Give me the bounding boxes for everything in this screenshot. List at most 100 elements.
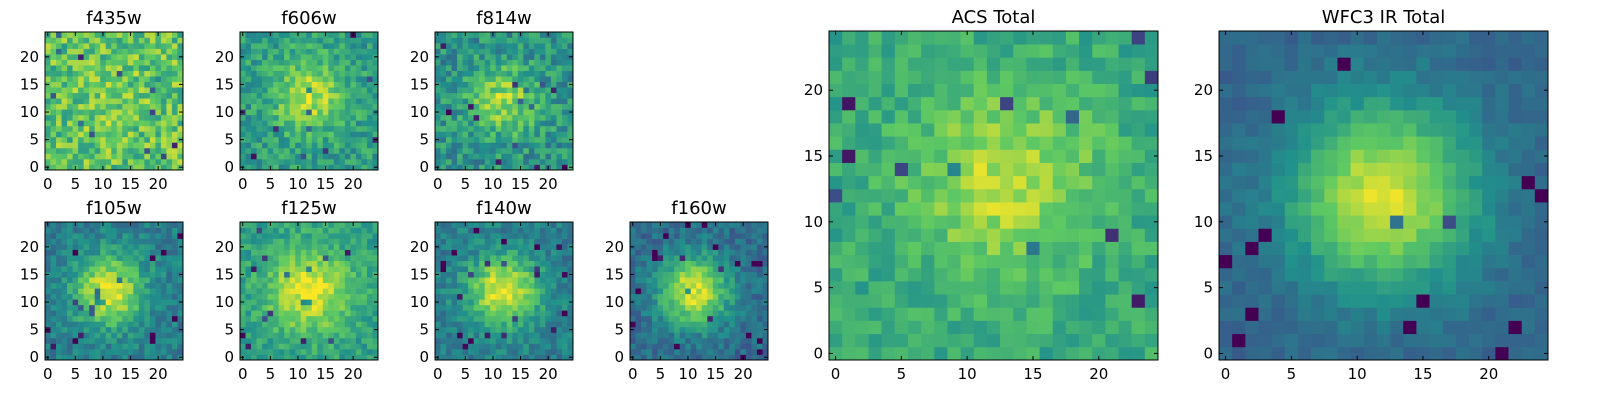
heatmap-cell — [284, 158, 291, 165]
heatmap-cell — [534, 299, 541, 306]
heatmap-cell — [501, 304, 508, 311]
heatmap-cell — [267, 48, 274, 55]
heatmap-cell — [630, 332, 636, 339]
heatmap-cell — [462, 238, 469, 245]
heatmap-cell — [462, 304, 469, 311]
heatmap-cell — [567, 348, 574, 355]
heatmap-cell — [468, 310, 474, 317]
heatmap-cell — [707, 343, 714, 350]
heatmap-cell — [240, 233, 246, 239]
heatmap-cell — [56, 332, 62, 339]
heatmap-cell — [473, 326, 480, 333]
heatmap-cell — [468, 92, 474, 99]
heatmap-cell — [501, 271, 508, 278]
heatmap-cell — [534, 282, 541, 289]
heatmap-cell — [350, 337, 357, 344]
heatmap-cell — [545, 87, 552, 94]
heatmap-cell — [506, 142, 513, 149]
heatmap-cell — [440, 249, 447, 256]
heatmap-cell — [462, 343, 469, 350]
heatmap-cell — [289, 37, 296, 44]
heatmap-cell — [506, 304, 513, 311]
heatmap-cell — [986, 241, 1001, 256]
heatmap-cell — [701, 233, 708, 239]
heatmap-cell — [668, 304, 675, 311]
heatmap-cell — [490, 76, 497, 83]
heatmap-cell — [350, 120, 357, 127]
heatmap-cell — [528, 153, 535, 160]
heatmap-cell — [339, 332, 346, 339]
heatmap-cell — [171, 227, 178, 234]
heatmap-cell — [473, 164, 480, 171]
heatmap-cell — [105, 343, 112, 350]
heatmap-cell — [328, 114, 335, 121]
heatmap-cell — [440, 114, 447, 121]
heatmap-cell — [45, 337, 51, 344]
heatmap-cell — [468, 288, 474, 295]
heatmap-cell — [663, 304, 669, 311]
heatmap-cell — [273, 282, 279, 289]
heatmap-cell — [435, 255, 441, 261]
heatmap-cell — [166, 43, 173, 49]
heatmap-cell — [78, 120, 84, 127]
heatmap-cell — [83, 249, 90, 256]
heatmap-cell — [289, 142, 296, 149]
heatmap-cell — [300, 271, 307, 278]
heatmap-cell — [685, 343, 692, 350]
heatmap-cell — [311, 76, 318, 83]
heatmap-cell — [149, 348, 156, 355]
heatmap-cell — [1013, 267, 1027, 282]
heatmap-cell — [171, 271, 178, 278]
heatmap-cell — [881, 320, 896, 335]
heatmap-cell — [61, 81, 68, 88]
heatmap-cell — [138, 315, 145, 322]
heatmap-cell — [56, 164, 62, 171]
heatmap-cell — [567, 87, 574, 94]
heatmap-cell — [1092, 228, 1106, 242]
heatmap-cell — [155, 332, 162, 339]
heatmap-cell — [166, 70, 173, 77]
heatmap-cell — [100, 332, 107, 339]
heatmap-cell — [462, 76, 469, 83]
heatmap-cell — [462, 321, 469, 328]
heatmap-cell — [1013, 346, 1027, 361]
heatmap-cell — [127, 299, 134, 306]
heatmap-cell — [278, 337, 285, 344]
heatmap-cell — [539, 147, 546, 154]
heatmap-cell — [685, 321, 692, 328]
heatmap-cell — [446, 299, 452, 306]
heatmap-cell — [663, 354, 669, 361]
heatmap-cell — [251, 43, 257, 49]
heatmap-cell — [89, 233, 96, 239]
heatmap-cell — [679, 332, 686, 339]
heatmap-cell — [372, 293, 379, 300]
heatmap-cell — [881, 294, 896, 308]
heatmap-cell — [122, 332, 129, 339]
heatmap-cell — [751, 304, 758, 311]
heatmap-cell — [251, 76, 257, 83]
heatmap-cell — [451, 348, 458, 355]
heatmap-cell — [490, 153, 497, 160]
heatmap-cell — [451, 131, 458, 138]
heatmap-cell — [490, 326, 497, 333]
heatmap-cell — [339, 288, 346, 295]
heatmap-cell — [361, 70, 368, 77]
heatmap-cell — [528, 288, 535, 295]
heatmap-cell — [278, 70, 285, 77]
heatmap-cell — [947, 202, 961, 216]
heatmap-cell — [685, 227, 692, 234]
heatmap-cell — [328, 337, 335, 344]
heatmap-cell — [284, 326, 291, 333]
heatmap-cell — [111, 59, 118, 66]
heatmap-cell — [718, 293, 725, 300]
heatmap-cell — [122, 337, 129, 344]
heatmap-cell — [116, 260, 123, 267]
heatmap-cell — [468, 227, 474, 234]
heatmap-cell — [344, 65, 351, 71]
heatmap-cell — [366, 76, 373, 83]
heatmap-cell — [177, 288, 184, 295]
heatmap-cell — [284, 153, 291, 160]
heatmap-cell — [868, 307, 882, 321]
panel-title-f814w: f814w — [476, 8, 531, 29]
heatmap-cell — [56, 233, 62, 239]
